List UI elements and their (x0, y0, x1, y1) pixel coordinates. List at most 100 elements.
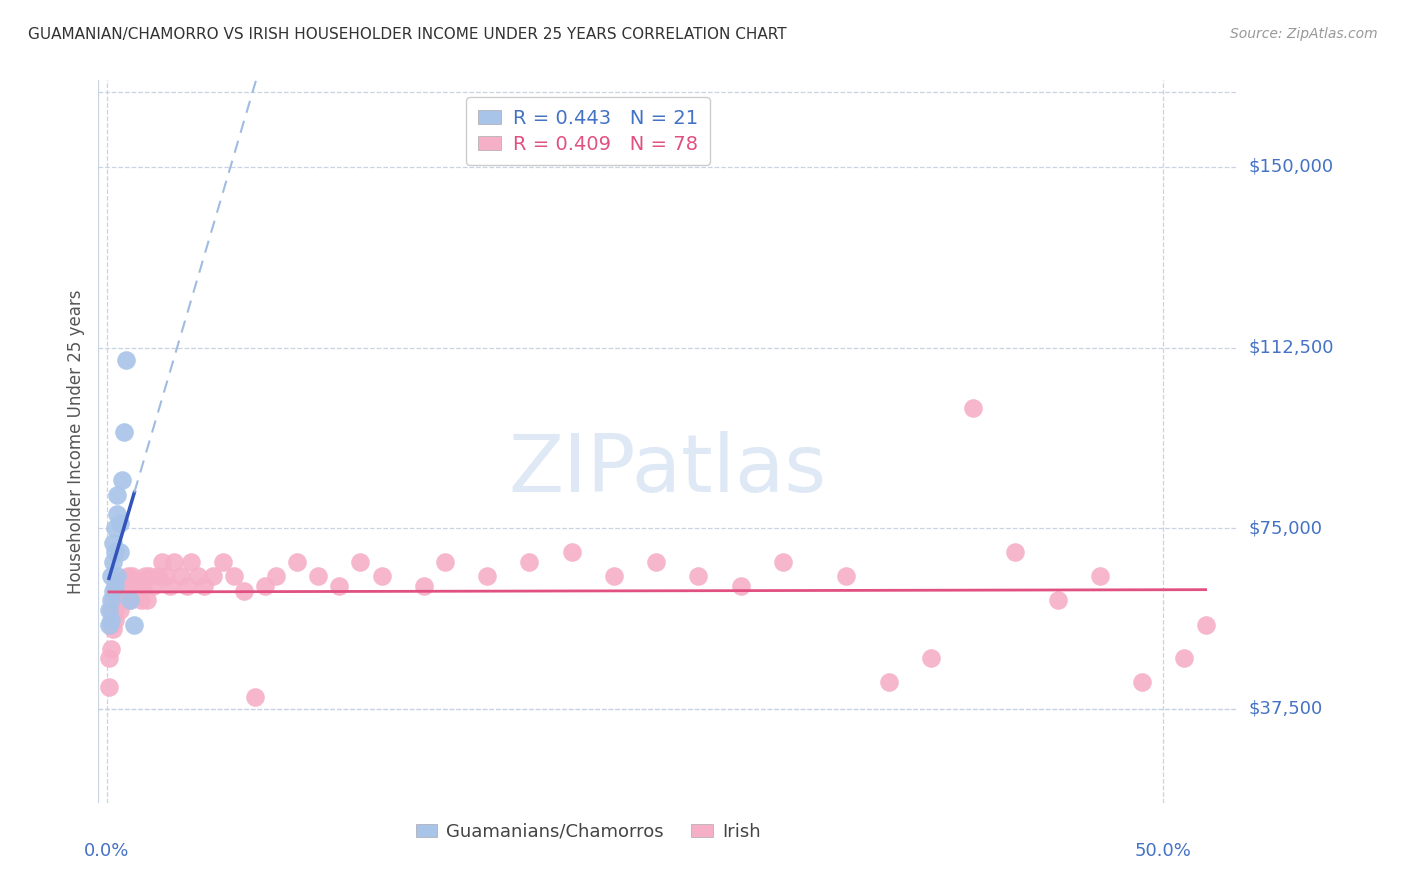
Point (877, 675, 900, 690)
Point (104, 613, 127, 627)
Point (233, 583, 256, 598)
Point (134, 569, 156, 583)
Point (108, 516, 131, 531)
Point (124, 583, 146, 598)
Point (107, 507, 129, 521)
Point (129, 593, 152, 607)
Point (104, 583, 127, 598)
Point (100, 613, 122, 627)
Point (107, 487, 129, 501)
Point (108, 603, 131, 617)
Point (103, 607, 125, 622)
Point (124, 617, 146, 632)
Point (222, 569, 245, 583)
Point (104, 521, 127, 535)
Point (103, 593, 125, 607)
Point (104, 545, 127, 559)
Point (1173, 651, 1195, 665)
Point (1130, 675, 1153, 690)
Point (121, 569, 143, 583)
Point (1046, 593, 1069, 607)
Point (107, 569, 129, 583)
Point (561, 545, 583, 559)
Point (98, 603, 121, 617)
Point (150, 555, 173, 569)
Point (519, 555, 541, 569)
Text: $112,500: $112,500 (1249, 339, 1334, 357)
Point (477, 569, 499, 583)
Point (138, 569, 160, 583)
Point (100, 593, 122, 607)
Point (100, 603, 122, 617)
Point (433, 555, 456, 569)
Point (103, 583, 125, 598)
Legend: Guamanians/Chamorros, Irish: Guamanians/Chamorros, Irish (409, 815, 768, 848)
Text: $75,000: $75,000 (1249, 519, 1323, 537)
Point (100, 617, 122, 632)
Point (115, 593, 138, 607)
Point (111, 473, 134, 487)
Point (103, 535, 125, 549)
Point (128, 579, 150, 593)
Point (1004, 545, 1026, 559)
Point (117, 583, 139, 598)
Point (603, 569, 626, 583)
Text: 0.0%: 0.0% (84, 842, 129, 860)
Point (115, 574, 138, 589)
Point (645, 555, 668, 569)
Point (120, 579, 142, 593)
Point (104, 603, 127, 617)
Point (111, 593, 134, 607)
Point (98, 617, 121, 632)
Point (103, 555, 125, 569)
Point (98, 680, 121, 694)
Point (108, 574, 131, 589)
Point (187, 569, 209, 583)
Text: $37,500: $37,500 (1249, 700, 1323, 718)
Point (155, 569, 177, 583)
Y-axis label: Householder Income Under 25 years: Householder Income Under 25 years (66, 289, 84, 594)
Point (115, 352, 138, 367)
Point (180, 555, 202, 569)
Point (730, 579, 752, 593)
Point (98, 651, 121, 665)
Point (1088, 569, 1111, 583)
Text: 50.0%: 50.0% (1135, 842, 1192, 860)
Text: $150,000: $150,000 (1249, 158, 1333, 176)
Point (264, 569, 287, 583)
Point (370, 569, 392, 583)
Point (136, 593, 159, 607)
Point (107, 593, 129, 607)
Point (962, 401, 984, 415)
Point (328, 579, 350, 593)
Point (176, 579, 198, 593)
Point (1194, 617, 1216, 632)
Point (117, 569, 139, 583)
Point (285, 555, 308, 569)
Point (243, 690, 266, 704)
Point (103, 623, 125, 637)
Point (201, 569, 224, 583)
Point (163, 555, 186, 569)
Point (170, 569, 193, 583)
Point (100, 641, 122, 656)
Point (412, 579, 434, 593)
Point (125, 574, 148, 589)
Text: ZIPatlas: ZIPatlas (509, 432, 827, 509)
Point (104, 579, 127, 593)
Point (132, 579, 155, 593)
Point (112, 589, 135, 603)
Point (120, 593, 142, 607)
Point (254, 579, 277, 593)
Point (772, 555, 794, 569)
Point (146, 569, 169, 583)
Point (212, 555, 235, 569)
Point (108, 545, 131, 559)
Point (100, 569, 122, 583)
Text: GUAMANIAN/CHAMORRO VS IRISH HOUSEHOLDER INCOME UNDER 25 YEARS CORRELATION CHART: GUAMANIAN/CHAMORRO VS IRISH HOUSEHOLDER … (28, 27, 787, 42)
Point (111, 583, 134, 598)
Point (349, 555, 371, 569)
Point (112, 579, 135, 593)
Point (107, 579, 129, 593)
Point (112, 425, 135, 439)
